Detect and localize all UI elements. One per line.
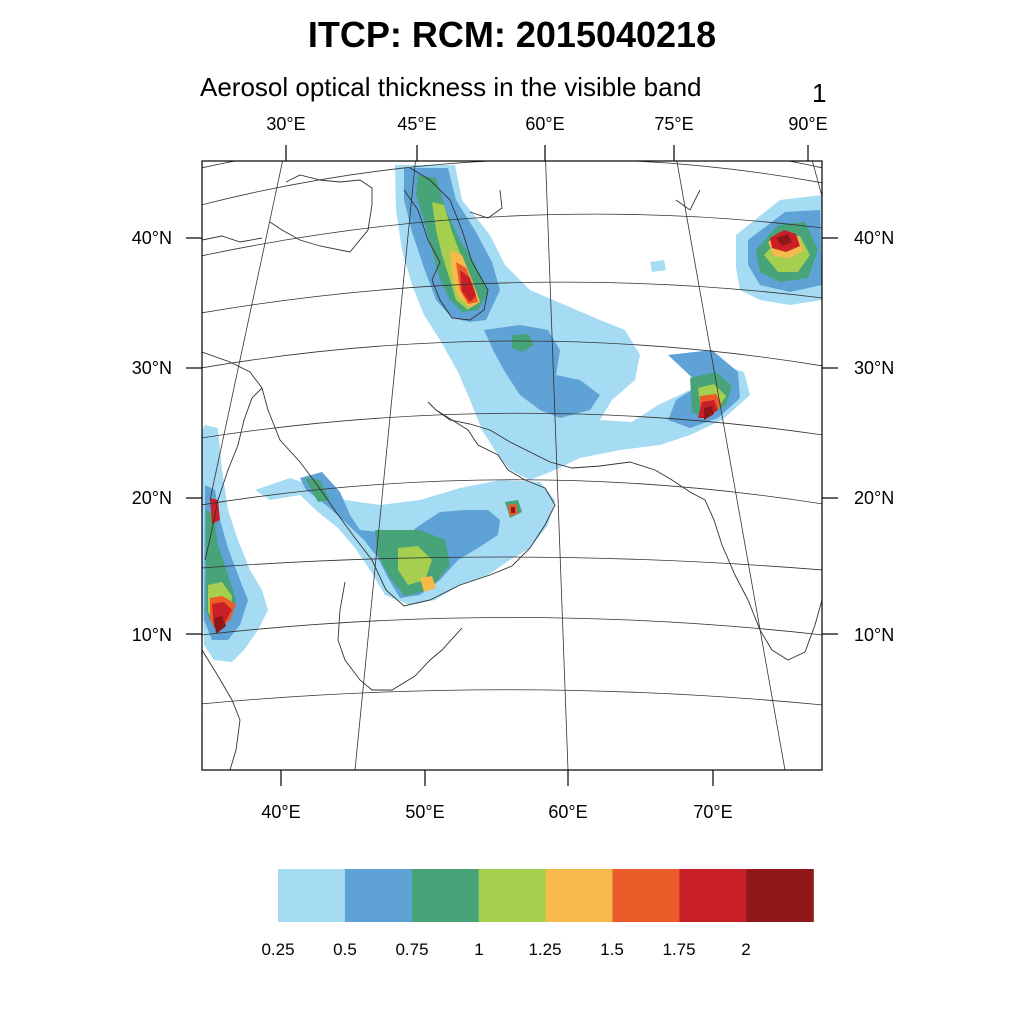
aerosol-contour xyxy=(300,472,500,598)
aerosol-contour xyxy=(420,576,436,592)
right-lat-label: 20°N xyxy=(854,488,894,508)
map-plot-area xyxy=(202,161,822,770)
colorbar-box xyxy=(411,869,480,922)
left-lat-label: 40°N xyxy=(132,228,172,248)
top-lon-label: 45°E xyxy=(397,114,436,134)
top-lon-label: 75°E xyxy=(654,114,693,134)
meridian-line xyxy=(811,161,822,198)
right-lat-label: 10°N xyxy=(854,625,894,645)
graticule xyxy=(202,161,822,770)
top-lon-label: 90°E xyxy=(788,114,827,134)
coastline xyxy=(204,387,263,561)
right-latitude-labels: 40°N 30°N 20°N 10°N xyxy=(854,228,894,645)
colorbar-label: 0.25 xyxy=(261,940,294,959)
right-lat-label: 30°N xyxy=(854,358,894,378)
coastline xyxy=(269,174,373,253)
aerosol-contour xyxy=(650,260,666,272)
coastline xyxy=(403,167,489,321)
aerosol-contour xyxy=(776,234,792,246)
aerosol-contour xyxy=(395,165,750,480)
coastline xyxy=(469,189,503,219)
colorbar-label: 1 xyxy=(474,940,483,959)
bottom-lon-label: 40°E xyxy=(261,802,300,822)
left-lat-label: 10°N xyxy=(132,625,172,645)
coastline xyxy=(202,649,241,770)
aerosol-contour xyxy=(398,546,432,585)
latitude-line xyxy=(202,281,822,314)
axis-ticks xyxy=(186,145,838,786)
colorbar-box xyxy=(746,869,814,922)
aerosol-field xyxy=(202,165,822,662)
level-label: 1 xyxy=(812,78,827,108)
colorbar-label: 1.75 xyxy=(662,940,695,959)
aerosol-contour xyxy=(512,334,534,352)
meridian-line xyxy=(676,161,786,770)
meridian-line xyxy=(209,161,283,501)
latitude-line xyxy=(202,213,822,257)
aerosol-contour xyxy=(511,507,515,513)
bottom-lon-label: 70°E xyxy=(693,802,732,822)
coastline xyxy=(435,409,822,661)
colorbar-label: 1.25 xyxy=(528,940,561,959)
aerosol-contour xyxy=(214,616,226,634)
latitude-line xyxy=(202,617,822,636)
top-lon-label: 30°E xyxy=(266,114,305,134)
aerosol-contour xyxy=(460,270,476,302)
colorbar-box xyxy=(278,869,346,922)
aerosol-contour xyxy=(704,406,714,420)
colorbar-box xyxy=(478,869,547,922)
latitude-line xyxy=(202,556,822,571)
colorbar xyxy=(278,869,814,922)
colorbar-labels: 0.25 0.5 0.75 1 1.25 1.5 1.75 2 xyxy=(261,940,750,959)
map-frame xyxy=(201,160,823,771)
left-latitude-labels: 40°N 30°N 20°N 10°N xyxy=(132,228,172,645)
colorbar-label: 2 xyxy=(741,940,750,959)
colorbar-label: 1.5 xyxy=(600,940,624,959)
colorbar-box xyxy=(679,869,747,922)
map-subtitle: Aerosol optical thickness in the visible… xyxy=(200,72,702,102)
latitude-line xyxy=(202,161,822,206)
colorbar-label: 0.75 xyxy=(395,940,428,959)
latitude-line xyxy=(202,412,822,439)
latitude-line xyxy=(202,689,822,706)
bottom-lon-label: 60°E xyxy=(548,802,587,822)
coastline xyxy=(337,581,463,691)
colorbar-label: 0.5 xyxy=(333,940,357,959)
top-lon-label: 60°E xyxy=(525,114,564,134)
left-lat-label: 30°N xyxy=(132,358,172,378)
coastline xyxy=(675,189,701,211)
latitude-line xyxy=(202,340,822,369)
top-longitude-labels: 30°E 45°E 60°E 75°E 90°E xyxy=(266,114,827,134)
right-lat-label: 40°N xyxy=(854,228,894,248)
bottom-longitude-labels: 40°E 50°E 60°E 70°E xyxy=(261,802,732,822)
meridian-line xyxy=(354,161,416,770)
map-title: ITCP: RCM: 2015040218 xyxy=(307,14,717,55)
colorbar-box xyxy=(344,869,413,922)
left-lat-label: 20°N xyxy=(132,488,172,508)
coastline xyxy=(202,351,556,607)
bottom-lon-label: 50°E xyxy=(405,802,444,822)
coastline xyxy=(202,235,263,243)
latitude-line xyxy=(202,161,822,169)
coastlines xyxy=(202,167,822,770)
meridian-line xyxy=(545,161,569,770)
colorbar-box xyxy=(545,869,614,922)
colorbar-box xyxy=(612,869,680,922)
